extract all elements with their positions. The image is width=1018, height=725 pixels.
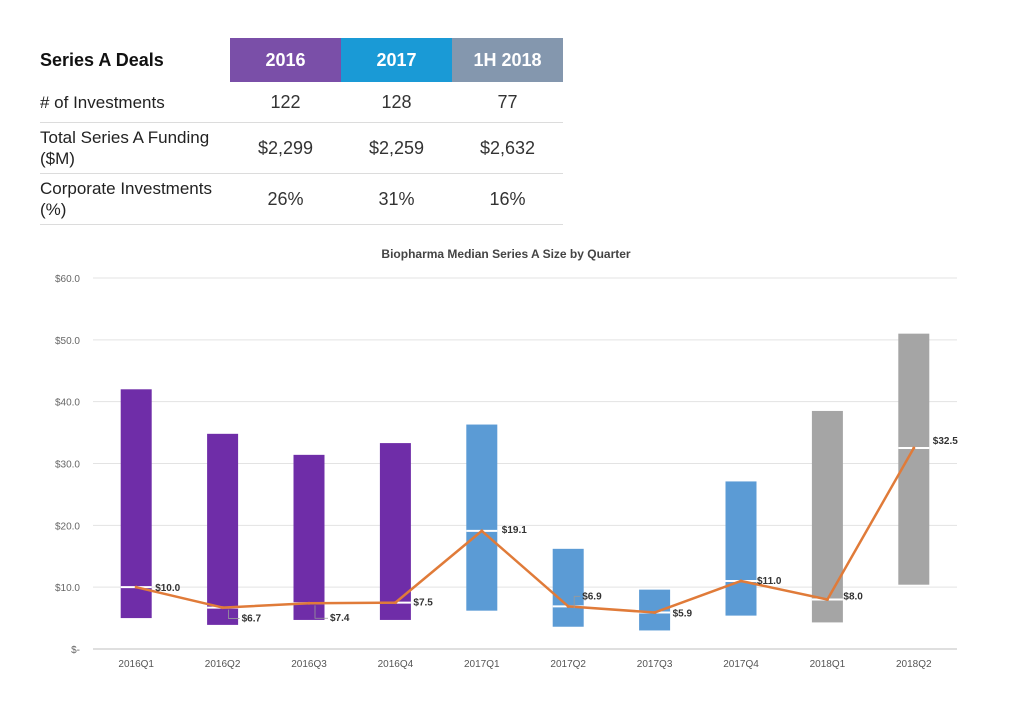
table-row: # of Investments 122 128 77: [40, 82, 563, 123]
median-data-label: $7.4: [330, 613, 350, 624]
median-point: [912, 446, 916, 450]
median-point: [393, 601, 397, 605]
median-point: [134, 585, 138, 589]
median-data-label: $6.7: [242, 614, 262, 625]
median-data-label: $19.1: [502, 525, 527, 536]
x-tick-label: 2017Q3: [637, 659, 673, 670]
range-bar: [379, 443, 411, 620]
median-data-label: $5.9: [673, 609, 693, 620]
column-header-2017: 2017: [341, 38, 452, 82]
median-data-label: $32.5: [933, 436, 958, 447]
x-tick-label: 2016Q2: [205, 659, 241, 670]
median-point: [221, 606, 225, 610]
x-tick-label: 2017Q1: [464, 659, 500, 670]
median-data-label: $7.5: [413, 598, 433, 609]
table-title: Series A Deals: [40, 49, 164, 70]
range-bar: [639, 589, 671, 631]
x-tick-label: 2018Q2: [896, 659, 932, 670]
range-bar: [293, 454, 325, 620]
median-point: [307, 601, 311, 605]
column-header-2016: 2016: [230, 38, 341, 82]
label-leader-line: [314, 605, 328, 619]
row-label: # of Investments: [40, 92, 165, 112]
range-bar: [725, 481, 757, 616]
x-tick-label: 2017Q2: [550, 659, 586, 670]
table-cell: 122: [270, 91, 301, 112]
chart-title: Biopharma Median Series A Size by Quarte…: [381, 247, 631, 261]
range-bar: [811, 410, 843, 623]
range-bar: [466, 424, 498, 611]
column-header-1h-2018: 1H 2018: [452, 38, 563, 82]
label-leader-line: [228, 609, 240, 619]
table-cell: $2,632: [479, 137, 536, 158]
median-data-label: $8.0: [843, 592, 863, 603]
table-header-row: Series A Deals 2016 2017 1H 2018: [40, 38, 563, 82]
x-tick-label: 2016Q3: [291, 659, 327, 670]
median-data-label: $6.9: [582, 591, 602, 602]
x-tick-label: 2016Q1: [118, 659, 154, 670]
label-leader-line: [573, 595, 581, 609]
table-cell: 77: [497, 91, 518, 112]
range-bar: [120, 389, 152, 619]
table-cell: $2,299: [257, 137, 314, 158]
y-tick-label: $40.0: [55, 398, 80, 409]
median-point: [739, 579, 743, 583]
table-cell: 26%: [267, 188, 304, 209]
median-line: [135, 447, 915, 614]
x-tick-label: 2018Q1: [810, 659, 846, 670]
table-row: Total Series A Funding ($M) $2,299 $2,25…: [40, 123, 563, 174]
x-tick-label: 2017Q4: [723, 659, 759, 670]
table-cell: 128: [381, 91, 412, 112]
median-point: [566, 604, 570, 608]
row-label: Total Series A Funding ($M): [40, 128, 210, 168]
median-series-a-chart: Biopharma Median Series A Size by Quarte…: [0, 236, 1018, 720]
y-tick-label: $60.0: [55, 274, 80, 285]
median-data-label: $10.0: [155, 583, 180, 594]
y-tick-label: $-: [71, 645, 80, 656]
series-a-deals-table: Series A Deals 2016 2017 1H 2018 # of In…: [40, 38, 563, 225]
range-bar: [898, 333, 930, 585]
median-point: [825, 598, 829, 602]
table-row: Corporate Investments (%) 26% 31% 16%: [40, 174, 563, 225]
y-tick-label: $10.0: [55, 583, 80, 594]
y-tick-label: $20.0: [55, 521, 80, 532]
table-cell: 31%: [378, 188, 415, 209]
y-tick-label: $30.0: [55, 460, 80, 471]
median-point: [653, 611, 657, 615]
table-cell: 16%: [489, 188, 526, 209]
median-point: [480, 529, 484, 533]
range-bar: [552, 548, 584, 627]
chart-canvas: Biopharma Median Series A Size by Quarte…: [55, 247, 958, 670]
range-bar: [207, 433, 239, 625]
table-cell: $2,259: [368, 137, 425, 158]
row-label: Corporate Investments (%): [40, 179, 212, 219]
median-data-label: $11.0: [757, 576, 782, 587]
y-tick-label: $50.0: [55, 336, 80, 347]
x-tick-label: 2016Q4: [378, 659, 414, 670]
